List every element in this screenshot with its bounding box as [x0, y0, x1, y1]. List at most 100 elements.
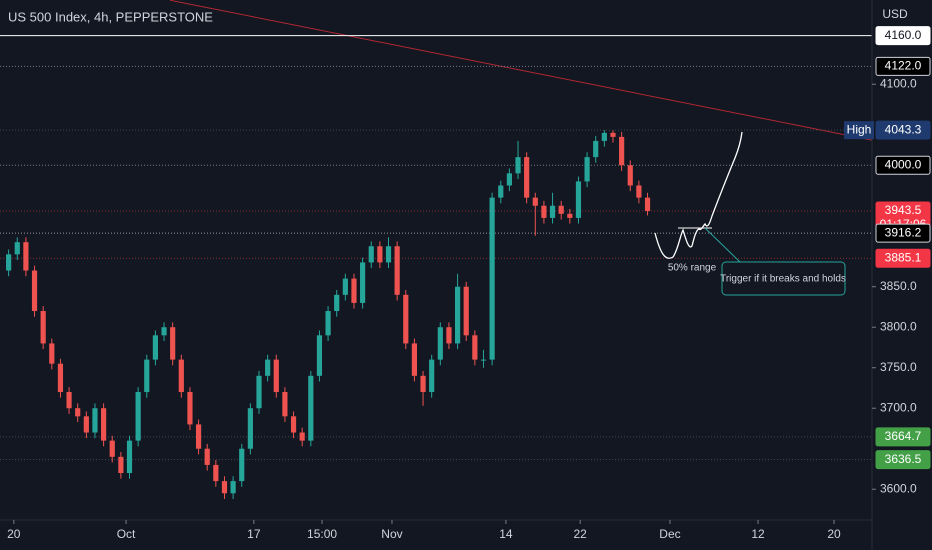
- candle-body: [506, 173, 512, 186]
- price-label: 3943.5: [885, 203, 922, 217]
- candle-body: [178, 359, 184, 393]
- candle-body: [31, 270, 38, 312]
- candle-body: [394, 246, 400, 295]
- candle-body: [239, 448, 245, 482]
- candle-body: [135, 392, 141, 441]
- candle-body: [549, 205, 556, 218]
- candle-body: [144, 359, 150, 393]
- candle-body: [368, 246, 374, 263]
- candle-body: [454, 286, 461, 344]
- annotation: 50% range: [668, 263, 717, 274]
- candle-body: [6, 254, 12, 271]
- candle-body: [299, 432, 305, 441]
- candle-body: [558, 205, 564, 214]
- candle-body: [403, 294, 409, 344]
- candle-body: [75, 408, 81, 417]
- candle-body: [66, 392, 72, 409]
- candle-body: [204, 448, 210, 465]
- candle-body: [256, 375, 262, 409]
- y-tick-label: 3700.0: [880, 400, 917, 414]
- price-label: 3664.7: [885, 429, 922, 443]
- y-tick-label: 3750.0: [880, 360, 917, 374]
- candle-body: [541, 205, 547, 218]
- candle-body: [411, 343, 418, 376]
- candle-body: [14, 242, 20, 255]
- candle-body: [584, 157, 590, 182]
- candle-body: [221, 481, 228, 494]
- candle-body: [360, 262, 366, 303]
- y-tick-label: 3850.0: [880, 279, 917, 293]
- candle-body: [118, 456, 124, 474]
- chart-title: US 500 Index, 4h, PEPPERSTONE: [8, 9, 213, 24]
- candle-body: [109, 440, 115, 457]
- candle-body: [57, 363, 64, 393]
- candle-body: [342, 278, 348, 295]
- candle-body: [213, 464, 219, 482]
- candle-body: [498, 185, 504, 198]
- candle-body: [567, 213, 573, 218]
- candle-body: [265, 359, 271, 376]
- y-tick-label: 3600.0: [880, 481, 917, 495]
- price-label-box: [875, 155, 931, 175]
- currency-label: USD: [882, 7, 908, 21]
- x-tick-label: 14: [499, 527, 513, 541]
- price-label-box: [875, 248, 931, 268]
- candle-body: [437, 327, 443, 360]
- candle-body: [308, 375, 314, 441]
- candle-body: [429, 359, 435, 393]
- candle-body: [195, 424, 202, 449]
- candle-body: [334, 294, 340, 312]
- candle-body: [377, 246, 383, 263]
- candle-body: [385, 246, 392, 263]
- candle-body: [619, 136, 625, 166]
- candle-body: [23, 242, 29, 271]
- price-label-box: [875, 427, 931, 447]
- x-tick-label: 17: [247, 527, 261, 541]
- candle-body: [524, 157, 530, 198]
- x-tick-label: 12: [751, 527, 765, 541]
- trendline: [169, 0, 873, 141]
- price-label: 3885.1: [885, 250, 922, 264]
- callout-box: [721, 261, 846, 296]
- candle-body: [325, 311, 331, 336]
- candle-body: [101, 408, 107, 441]
- price-label: 3916.2: [885, 225, 922, 239]
- x-tick-label: Oct: [117, 527, 136, 541]
- candle-body: [40, 311, 46, 344]
- x-tick-label: Dec: [659, 527, 680, 541]
- candle-body: [636, 185, 642, 198]
- candle-body: [644, 197, 651, 211]
- price-label-box: [875, 56, 931, 76]
- x-tick-label: 20: [7, 527, 21, 541]
- candle-body: [170, 327, 176, 360]
- candle-body: [83, 416, 89, 433]
- candle-body: [446, 327, 452, 344]
- candle-body: [575, 181, 582, 218]
- annotation: Trigger if it breaks and holds: [720, 274, 846, 285]
- candle-body: [152, 335, 158, 360]
- candle-body: [126, 440, 133, 474]
- candle-body: [49, 343, 55, 364]
- candle-body: [290, 416, 297, 433]
- candle-body: [593, 140, 599, 158]
- candle-body: [187, 392, 193, 425]
- candle-body: [161, 327, 167, 336]
- candle-body: [627, 165, 633, 186]
- price-label-box: [875, 26, 931, 46]
- price-label-box: [875, 120, 931, 140]
- x-tick-label: 22: [574, 527, 588, 541]
- candle-body: [480, 359, 487, 361]
- candle-body: [230, 481, 236, 494]
- callout-connector: [704, 227, 741, 263]
- candle-body: [532, 197, 538, 206]
- candle-body: [92, 408, 98, 433]
- candle-body: [515, 157, 521, 174]
- price-label: 3636.5: [885, 452, 922, 466]
- x-tick-label: Nov: [381, 527, 402, 541]
- price-tag-box: [844, 121, 874, 140]
- price-label: 4160.0: [885, 28, 922, 42]
- price-tag: High: [847, 122, 872, 136]
- candle-body: [316, 335, 323, 376]
- price-label: 4122.0: [885, 59, 922, 73]
